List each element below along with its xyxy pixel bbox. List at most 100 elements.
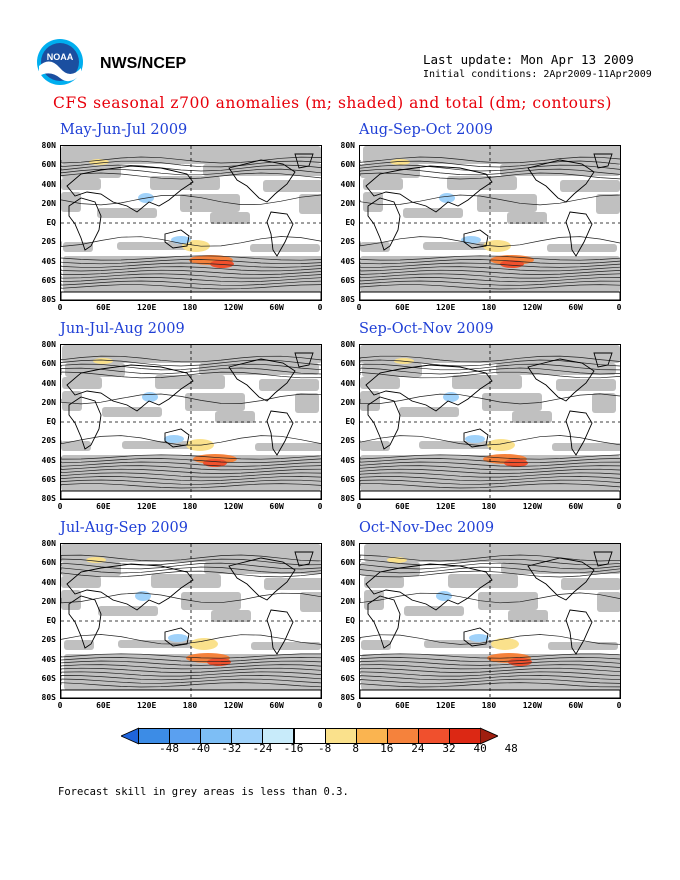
lat-tick-label: 60S (41, 474, 56, 484)
height-contour (360, 675, 620, 681)
lon-tick-label: 120W (223, 701, 243, 710)
height-contour (360, 156, 620, 164)
lat-tick-label: 40S (41, 455, 56, 465)
low-skill-area (62, 345, 321, 363)
height-contour (61, 284, 321, 290)
low-skill-area (360, 164, 420, 178)
height-contour (61, 468, 321, 474)
low-skill-area (361, 640, 391, 650)
anomaly-shading (491, 638, 519, 650)
coastline (61, 490, 321, 499)
height-contour (360, 667, 620, 673)
anomaly-shading (508, 658, 532, 666)
lat-tick-label: EQ (345, 218, 355, 227)
height-contour (360, 164, 620, 172)
height-contour (360, 371, 620, 379)
anomaly-shading (171, 236, 191, 244)
low-skill-area (150, 176, 220, 190)
lat-tick-label: 80N (340, 340, 355, 349)
height-contour (61, 363, 321, 371)
initial-conditions-text: Initial conditions: 2Apr2009-11Apr2009 (423, 69, 652, 80)
coastline (365, 563, 493, 611)
colorbar-label: 48 (504, 742, 518, 755)
low-skill-area (360, 391, 380, 411)
panel-title: Jul-Aug-Sep 2009 (60, 520, 188, 536)
low-skill-area (295, 393, 319, 413)
low-skill-area (210, 212, 250, 224)
low-skill-area (62, 391, 82, 411)
height-contour (360, 172, 620, 180)
lat-tick-label: 40N (41, 179, 56, 189)
lon-tick-label: 180 (481, 303, 497, 312)
coastline (228, 557, 296, 601)
anomaly-shading (190, 638, 218, 650)
low-skill-area (452, 375, 522, 389)
lon-tick-label: 180 (182, 303, 198, 312)
low-skill-area (447, 176, 517, 190)
height-contour (360, 160, 620, 168)
lon-tick-label: 0 (57, 303, 63, 312)
lat-tick-label: 40S (340, 256, 355, 266)
lon-tick-label: 120E (436, 303, 456, 312)
height-contour (61, 359, 321, 367)
lon-tick-label: 120E (137, 502, 157, 511)
height-contour (360, 634, 620, 645)
low-skill-area (364, 576, 404, 588)
colorbar-label: 40 (473, 742, 487, 755)
lat-tick-label: 80S (340, 693, 355, 702)
low-skill-area (61, 590, 81, 610)
lat-tick-label: EQ (46, 417, 56, 426)
low-skill-area (500, 164, 620, 176)
coastline (61, 689, 321, 698)
lat-tick-label: 60N (340, 359, 355, 369)
coastline (164, 229, 190, 249)
lon-tick-label: 60W (568, 701, 583, 710)
anomaly-shading (465, 435, 485, 443)
lat-tick-label: 60N (340, 558, 355, 568)
coastline (66, 364, 194, 412)
low-skill-area (97, 208, 157, 218)
height-contour (61, 592, 321, 604)
height-contour (61, 259, 321, 265)
height-contour (360, 653, 620, 659)
height-contour (61, 671, 321, 677)
lon-tick-label: 0 (616, 303, 622, 312)
map-canvas (61, 345, 321, 499)
coastline (593, 551, 613, 567)
height-contour (360, 657, 620, 663)
low-skill-area (61, 441, 91, 451)
colorbar-label: -24 (252, 742, 273, 755)
height-contour (360, 168, 620, 176)
lat-tick-label: 40N (340, 179, 355, 189)
map-canvas (360, 544, 620, 698)
lat-tick-label: 40N (340, 577, 355, 587)
lon-tick-label: 0 (317, 303, 323, 312)
coastline (463, 229, 489, 249)
low-skill-area (508, 610, 548, 622)
height-contour (360, 259, 620, 265)
low-skill-area (251, 642, 321, 650)
anomaly-shading (443, 392, 459, 402)
map-panel (60, 344, 322, 500)
anomaly-shading (135, 591, 151, 601)
colorbar-label: 24 (411, 742, 425, 755)
lat-tick-label: 20N (340, 198, 355, 208)
coastline (360, 291, 620, 300)
colorbar-label: -32 (221, 742, 242, 755)
coastline (228, 358, 296, 402)
low-skill-area (61, 576, 101, 588)
lat-tick-label: 20S (340, 436, 355, 446)
low-skill-area (259, 379, 319, 391)
low-skill-area (185, 393, 245, 411)
panel-title: Aug-Sep-Oct 2009 (359, 122, 494, 138)
lon-tick-label: 120W (522, 701, 542, 710)
height-contour (360, 284, 620, 290)
lat-tick-label: EQ (46, 218, 56, 227)
lon-tick-label: 120W (223, 303, 243, 312)
anomaly-shading (182, 240, 210, 252)
height-contour (360, 280, 620, 286)
low-skill-area (597, 592, 620, 612)
low-skill-area (215, 411, 255, 423)
low-skill-area (596, 194, 620, 214)
height-contour (360, 461, 620, 467)
